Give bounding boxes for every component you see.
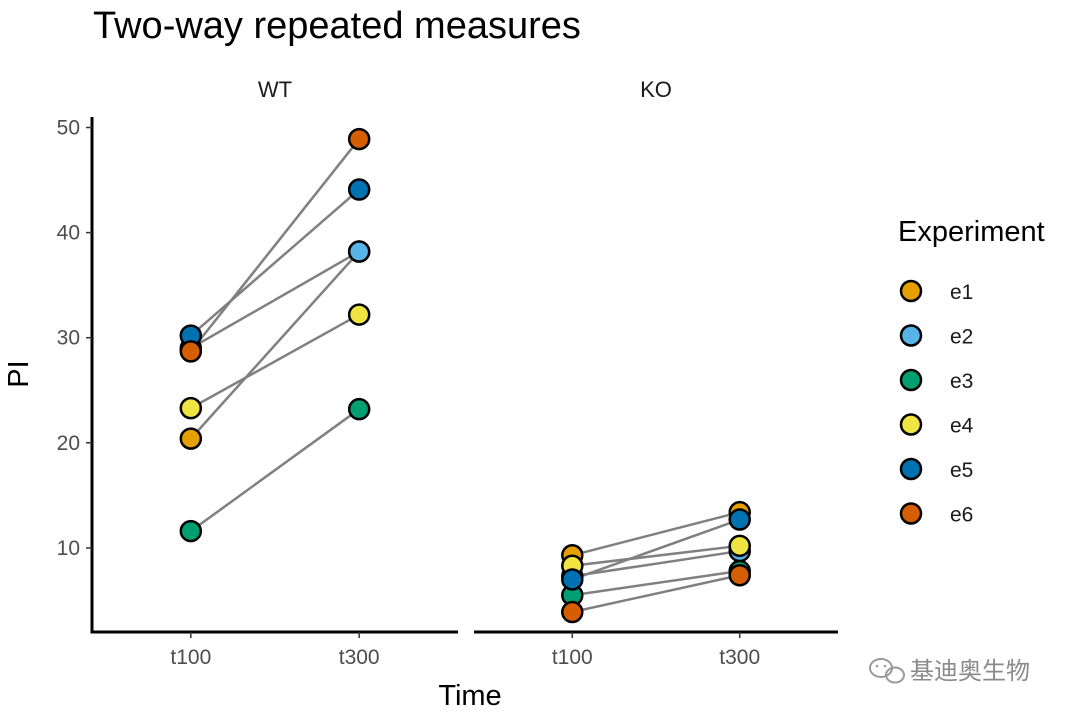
legend-key-e6 — [899, 502, 923, 525]
series-line-e3 — [572, 569, 740, 597]
data-point-e1-t100 — [179, 427, 203, 450]
data-point-e6-t300 — [347, 127, 371, 151]
y-tick-label: 40 — [57, 222, 80, 245]
series-line-e5 — [190, 188, 360, 337]
facet-panel-wt: WT t100 t300 10 20 30 40 50 — [57, 77, 458, 669]
series-line-e6 — [572, 574, 740, 614]
y-tick-label: 10 — [57, 537, 80, 560]
legend-title: Experiment — [898, 216, 1045, 248]
data-point-e6-t300 — [728, 563, 751, 587]
x-tick-label: t100 — [552, 646, 593, 669]
x-tick-label: t100 — [170, 646, 211, 669]
series-line-e6 — [189, 138, 361, 353]
series-line-e1 — [571, 510, 741, 557]
legend-key-e4 — [899, 413, 923, 436]
data-point-e5-t300 — [347, 178, 371, 201]
data-point-e5-t300 — [728, 508, 751, 531]
legend-key-e1 — [899, 279, 923, 303]
series-line-e1 — [189, 250, 361, 440]
legend-label-e5: e5 — [950, 459, 973, 482]
series-line-e4 — [572, 544, 740, 568]
watermark-text: 基迪奥生物 — [910, 658, 1030, 685]
y-axis-title: PI — [3, 360, 35, 387]
data-point-e6-t100 — [561, 600, 584, 624]
series-line-e2 — [190, 250, 360, 350]
data-point-e6-t100 — [179, 340, 203, 363]
panels: WT t100 t300 10 20 30 40 50 KO t100 t300 — [57, 77, 838, 669]
wechat-icon — [869, 658, 905, 684]
legend-key-e2 — [899, 324, 923, 347]
data-point-e3-t100 — [179, 519, 203, 543]
facet-strip-label: WT — [258, 77, 292, 102]
data-point-e4-t300 — [347, 303, 371, 326]
legend-label-e3: e3 — [950, 370, 973, 393]
y-tick-label: 30 — [57, 327, 80, 350]
series-line-e4 — [190, 313, 360, 410]
y-tick-label: 50 — [57, 117, 80, 140]
chart-title: Two-way repeated measures — [93, 5, 581, 47]
facet-strip-label: KO — [640, 77, 672, 102]
data-point-e4-t100 — [179, 396, 203, 420]
data-point-e3-t300 — [347, 397, 371, 421]
watermark: 基迪奥生物 — [869, 658, 1030, 685]
x-tick-label: t300 — [719, 646, 760, 669]
data-point-e2-t300 — [347, 240, 371, 263]
legend-label-e4: e4 — [950, 415, 974, 438]
x-axis-title: Time — [438, 680, 501, 712]
series-line-e3 — [190, 408, 360, 533]
legend-label-e1: e1 — [950, 281, 973, 304]
facet-panel-ko: KO t100 t300 — [474, 77, 838, 669]
data-point-e5-t100 — [561, 568, 584, 591]
legend-label-e6: e6 — [950, 504, 973, 527]
legend-key-e5 — [899, 457, 923, 481]
data-point-e4-t300 — [728, 534, 751, 558]
x-tick-label: t300 — [339, 646, 380, 669]
legend-key-e3 — [899, 368, 923, 392]
legend: Experiment e1 e2 e3 e4 e5 e6 — [898, 216, 1045, 527]
series-line-e5 — [571, 518, 741, 581]
series-line-e2 — [572, 549, 740, 578]
y-tick-label: 20 — [57, 432, 80, 455]
legend-label-e2: e2 — [950, 326, 973, 349]
